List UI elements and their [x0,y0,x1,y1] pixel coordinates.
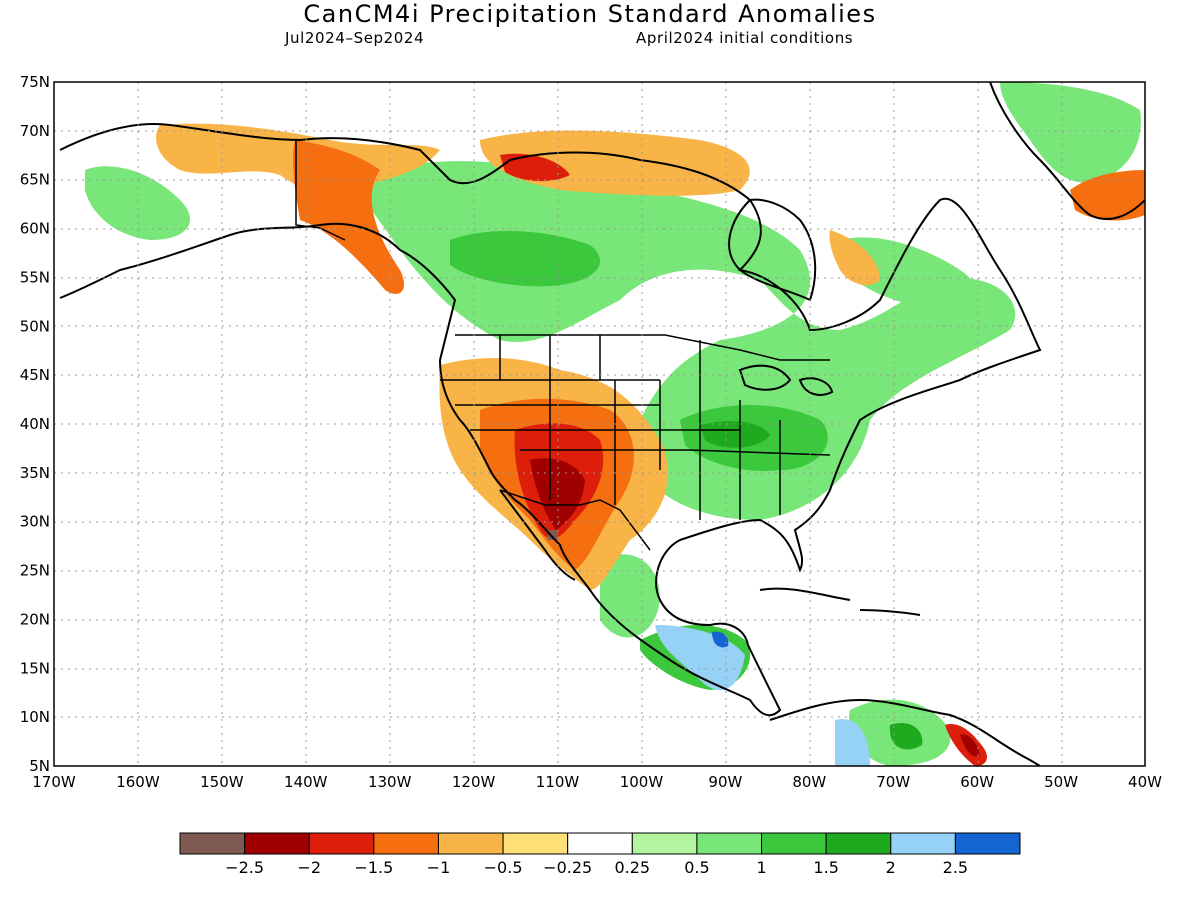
anomaly-arctic-red [500,153,570,182]
lat-tick-label: 35N [20,464,50,482]
anomaly-field [85,82,1145,766]
colorbar-swatch [437,832,504,855]
caribbean-islands [759,587,921,616]
anomaly-venezuela-darkred [960,734,980,757]
colorbar-tick-label: −0.5 [484,858,523,877]
colorbar-tick-label: −1 [427,858,451,877]
initial-conditions-label: April2024 initial conditions [636,29,854,47]
colorbar-swatch [373,832,439,855]
lon-tick-label: 50W [1044,773,1078,791]
us-mexico-border [499,489,651,551]
lon-tick-label: 150W [200,773,244,791]
map-title: CanCM4i Precipitation Standard Anomalies [303,0,877,28]
anomaly-greenland-green [1000,82,1141,183]
lon-tick-label: 40W [1128,773,1162,791]
lat-tick-label: 20N [20,610,50,628]
baja-coast [499,489,576,581]
lat-tick-label: 65N [20,171,50,189]
great-lakes [738,364,834,396]
lon-tick-label: 120W [452,773,496,791]
lon-tick-label: 80W [792,773,826,791]
lat-tick-label: 10N [20,708,50,726]
anomaly-hudson-orange [829,230,880,286]
lat-tick-label: 15N [20,659,50,677]
anomaly-bc-orange [292,140,405,294]
colorbar-tick-label: −2 [297,858,321,877]
colorbar-swatch [179,832,246,855]
colorbar-tick-label: 2 [886,858,896,877]
lon-tick-label: 110W [536,773,580,791]
lat-tick-label: 40N [20,415,50,433]
colorbar-tick-label: 2.5 [943,858,968,877]
latitude-labels: 5N 10N 15N 20N 25N 30N 35N 40N 45N 50N 55N 60N 65N 70… [20,73,50,775]
coastlines [59,82,1145,766]
lat-tick-label: 30N [20,513,50,531]
longitude-labels: 170W 160W 150W 140W 130W 120W 110W 100W 90W 80W 70… [32,773,1162,791]
anomaly-quebec-green [840,237,978,310]
anomaly-canada-darkgreen [450,230,600,287]
lon-tick-label: 170W [32,773,76,791]
colorbar-swatch [244,832,310,855]
lon-tick-label: 140W [284,773,328,791]
anomaly-honduras-blue [712,631,729,648]
alaska-border [295,140,346,241]
colorbar-swatch [890,832,956,855]
lon-tick-label: 60W [960,773,994,791]
colorbar-tick-label: 1 [756,858,766,877]
colorbar-tick-label: 0.5 [684,858,709,877]
colorbar-tick-label: −0.25 [543,858,592,877]
map-frame [53,81,1146,767]
colorbar-tick-label: −2.5 [225,858,264,877]
colorbar-swatch [631,832,698,855]
lon-tick-label: 160W [116,773,160,791]
colorbar-swatch [761,832,827,855]
lon-tick-label: 90W [708,773,742,791]
colorbar-tick-label: 1.5 [813,858,838,877]
lat-tick-label: 5N [29,757,50,775]
north-america-coast [59,123,1042,717]
lat-tick-label: 60N [20,220,50,238]
political-borders [295,140,831,551]
colorbar [179,832,1021,855]
colorbar-tick-label: −1.5 [354,858,393,877]
lat-tick-label: 25N [20,562,50,580]
greenland-coast [989,82,1145,220]
lon-tick-label: 70W [876,773,910,791]
anomaly-mexico-brown [548,530,558,540]
colorbar-labels: −2.5 −2 −1.5 −1 −0.5 −0.25 0.25 0.5 1 1.5 2 2.5 [225,858,968,877]
colorbar-swatch [502,832,569,855]
lat-tick-label: 75N [20,73,50,91]
us-canada-border [455,334,830,361]
anomaly-alaska-green [85,166,190,240]
anomaly-colombia-darkgreen [889,722,923,750]
colorbar-swatch [696,832,763,855]
lon-tick-label: 100W [620,773,664,791]
colorbar-swatch [954,832,1021,855]
anomaly-mexico-green [600,554,660,638]
lon-tick-label: 130W [368,773,412,791]
lat-tick-label: 70N [20,122,50,140]
anomaly-greenland-orange [1070,170,1145,221]
south-america-coast [769,698,1041,766]
lat-tick-label: 50N [20,317,50,335]
anomaly-panama-blue [835,719,870,766]
graticule [54,82,1145,766]
season-label: Jul2024–Sep2024 [285,29,425,47]
colorbar-tick-label: 0.25 [614,858,650,877]
colorbar-swatch [308,832,375,855]
lat-tick-label: 55N [20,268,50,286]
anomaly-east-us-green2 [700,421,770,448]
lat-tick-label: 45N [20,366,50,384]
colorbar-swatch [567,832,633,855]
colorbar-swatch [825,832,892,855]
anomaly-mexico-darkred [530,458,585,530]
